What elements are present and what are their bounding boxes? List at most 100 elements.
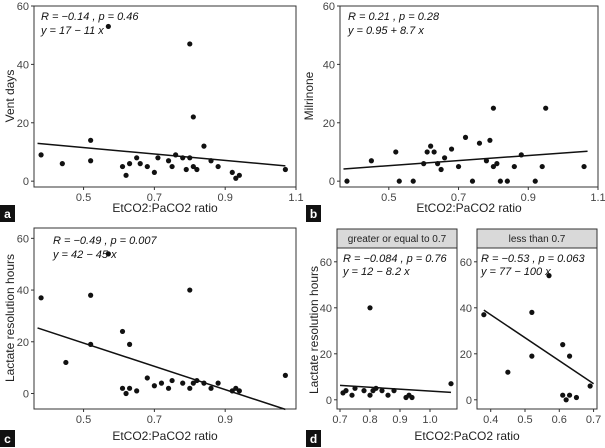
point-b-8 [431,149,437,155]
x-tick-label-d2-0: 0.4 [483,414,498,426]
point-c-20 [194,377,200,384]
x-axis-label-b: EtCO2:PaCO2 ratio [416,201,522,215]
point-b-1 [368,158,374,164]
y-tick-label-d2-0: 0 [466,395,472,407]
point-c-5 [119,328,126,335]
stat-line-1-c: R = −0.49 , p = 0.007 [53,235,158,247]
panel-badge-bg-a [0,205,15,222]
y-ticks-c: 0 20 40 60 [17,233,34,400]
fit-line-a [37,142,286,167]
y-tick-label-a-0: 0 [23,176,29,188]
point-d2-4 [546,273,552,279]
point-a-18 [187,155,193,161]
point-b-3 [396,178,402,184]
x-tick-label-a-0: 0.5 [76,192,91,204]
point-b-18 [487,137,493,143]
point-c-22 [208,385,214,391]
y-tick-label-b-2: 40 [323,59,335,71]
y-tick-label-c-2: 40 [17,285,29,297]
point-c-0 [38,295,44,301]
point-b-0 [344,178,350,184]
x-tick-label-d2-2: 0.6 [552,414,567,426]
point-a-27 [233,175,239,181]
point-d1-14 [409,394,415,401]
point-a-11 [151,169,157,176]
y-ticks-a: 0 20 40 60 [17,1,34,188]
point-a-6 [123,172,129,178]
y-axis-label-d: Lactate resolution hours [307,266,321,394]
x-ticks-d-left: 0.7 0.8 0.9 1.0 [332,409,438,426]
y-ticks-d-left: 0 20 40 60 [320,257,337,407]
panel-b: R = 0.21 , p = 0.28 y = 0.95 + 8.7 x 0.5… [302,1,605,222]
fit-line-c [37,327,286,411]
point-c-18 [187,385,193,391]
point-d2-10 [573,394,580,401]
point-b-10 [438,166,444,173]
x-tick-label-a-3: 1.1 [288,192,303,204]
y-tick-label-c-0: 0 [23,388,29,400]
y-tick-label-d2-1: 20 [460,349,472,361]
plot-frame-c [33,227,297,410]
point-a-24 [208,158,214,164]
panel-label-c: c [4,432,11,446]
y-axis-label-c: Lactate resolution hours [3,254,17,382]
point-d1-5 [367,305,373,311]
point-b-6 [424,149,430,155]
point-c-26 [236,388,242,394]
y-tick-label-a-3: 60 [17,1,29,13]
point-a-12 [155,155,161,161]
panel-badge-bg-c [0,430,15,447]
point-c-13 [158,380,165,386]
point-c-3 [88,341,94,347]
strip-label-d-right: less than 0.7 [509,234,566,245]
y-tick-label-a-1: 20 [17,118,29,130]
point-d2-9 [566,392,573,398]
point-c-10 [134,388,140,394]
y-axis-label-a: Vent days [3,70,17,123]
y-tick-label-b-3: 60 [323,1,335,13]
point-a-10 [144,163,150,170]
point-a-0 [38,152,44,158]
x-axis-label-c: EtCO2:PaCO2 ratio [112,429,218,443]
stat-line-1-d-right: R = −0.53 , p = 0.063 [481,253,586,265]
point-c-1 [63,359,69,366]
point-d2-6 [560,392,566,398]
y-tick-label-d2-3: 60 [460,257,472,269]
point-b-16 [476,140,483,146]
y-tick-label-a-2: 40 [17,59,29,71]
point-d1-9 [379,388,385,394]
point-c-11 [144,375,150,381]
point-b-22 [497,178,503,184]
point-d2-0 [481,312,487,318]
point-d2-5 [560,342,566,348]
stat-line-1-b: R = 0.21 , p = 0.28 [348,11,440,23]
point-b-4 [410,178,416,184]
panel-c: R = −0.49 , p = 0.007 y = 42 − 45 x 0.5 0… [0,227,297,447]
point-c-6 [119,385,126,391]
y-tick-label-c-3: 60 [17,233,29,245]
point-c-27 [282,372,288,378]
point-a-9 [137,161,143,167]
point-d1-4 [361,388,367,394]
x-tick-label-d1-3: 1.0 [422,414,437,426]
point-b-23 [504,178,510,184]
point-b-5 [421,161,427,167]
x-tick-label-d1-1: 0.8 [362,414,377,426]
x-tick-label-a-1: 0.7 [147,192,162,204]
x-tick-label-d2-3: 0.7 [586,414,601,426]
stat-line-2-b: y = 0.95 + 8.7 x [347,25,424,37]
point-b-21 [494,161,500,167]
strip-label-d-left: greater or equal to 0.7 [348,234,447,245]
marks-a [37,23,288,181]
point-a-28 [236,172,242,178]
point-a-16 [180,155,186,161]
point-a-5 [119,163,126,170]
point-d1-8 [373,385,379,391]
point-b-13 [455,163,462,170]
y-axis-label-b: Milrinone [302,71,316,120]
panel-d-right: less than 0.7 R = −0.53 , p = 0.063 y = … [460,228,601,426]
x-ticks-d-right: 0.4 0.5 0.6 0.7 [483,409,601,426]
point-d2-2 [529,309,535,315]
point-b-19 [490,105,497,111]
